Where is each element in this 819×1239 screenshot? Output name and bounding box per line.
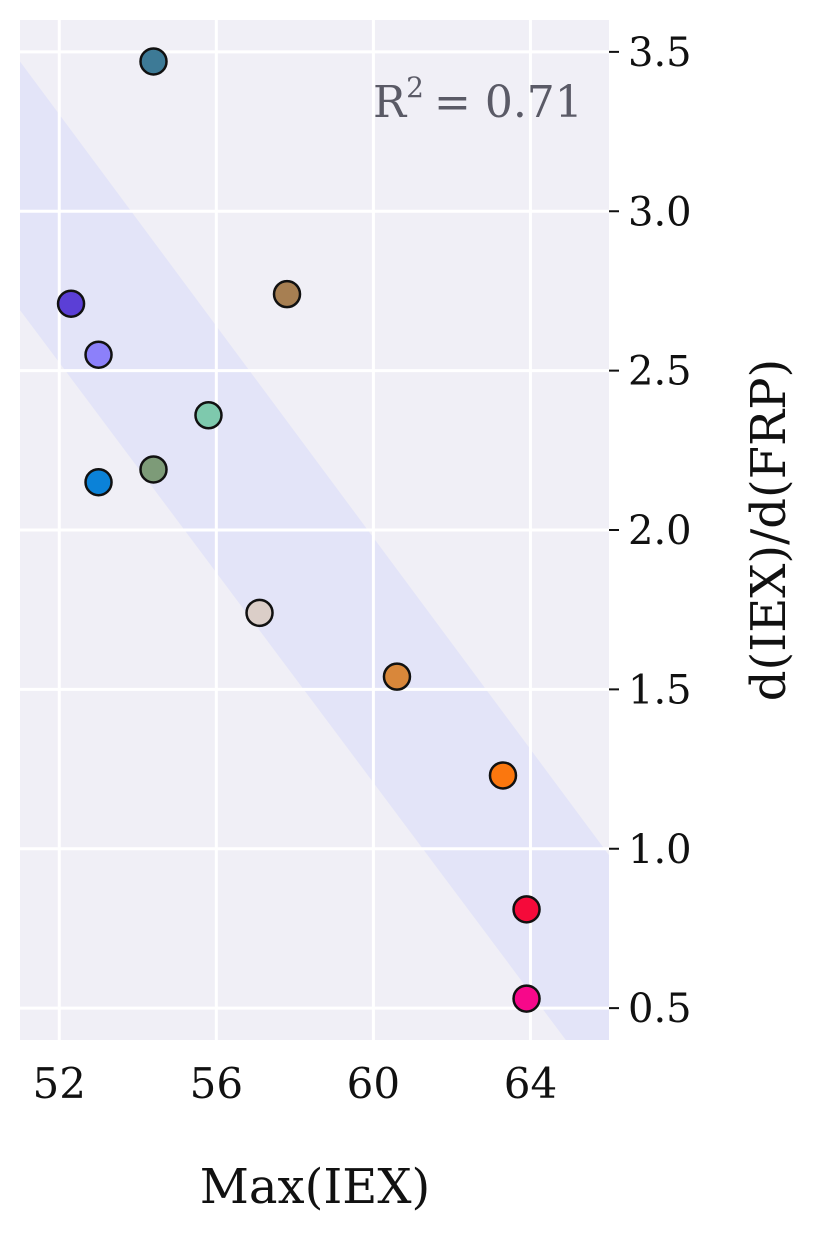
r-squared-exponent: 2: [406, 71, 424, 104]
data-point: [382, 662, 412, 691]
data-point: [56, 289, 86, 318]
x-tick-label: 64: [504, 1059, 557, 1108]
y-tick-label: 2.0: [628, 508, 692, 554]
ticks-layer: 52 56 60 64 0.5 1.0 1.5 2.0 2.5 3.0 3.5: [33, 30, 692, 1108]
r-squared-annotation: R2 = 0.71: [373, 71, 583, 128]
y-axis-title: d(IEX)/d(FRP): [741, 359, 797, 701]
y-tick-label: 2.5: [628, 349, 692, 395]
r-squared-value: = 0.71: [434, 77, 583, 128]
y-tick-label: 1.5: [628, 667, 692, 713]
data-point: [139, 455, 168, 484]
y-tick-label: 3.0: [628, 189, 692, 235]
data-point: [272, 279, 302, 309]
confidence-band: [20, 61, 609, 1040]
y-tick-label: 0.5: [628, 986, 692, 1032]
grid-layer: [20, 20, 609, 1040]
x-tick-label: 52: [33, 1059, 86, 1108]
data-point: [245, 598, 274, 628]
x-tick-label: 56: [190, 1059, 243, 1108]
data-point: [194, 401, 223, 430]
x-axis-title: Max(IEX): [200, 1159, 430, 1215]
y-tick-label: 3.5: [628, 30, 692, 76]
y-tick-label: 1.0: [628, 827, 692, 873]
data-point: [512, 895, 541, 924]
data-point: [84, 340, 113, 369]
data-point: [488, 761, 518, 790]
x-tick-label: 60: [347, 1059, 400, 1108]
data-point: [139, 47, 168, 76]
data-point: [512, 984, 541, 1013]
r-squared-label: R: [373, 77, 408, 128]
confidence-band-layer: [20, 61, 609, 1040]
points-layer: [56, 47, 541, 1013]
data-point: [84, 467, 113, 497]
